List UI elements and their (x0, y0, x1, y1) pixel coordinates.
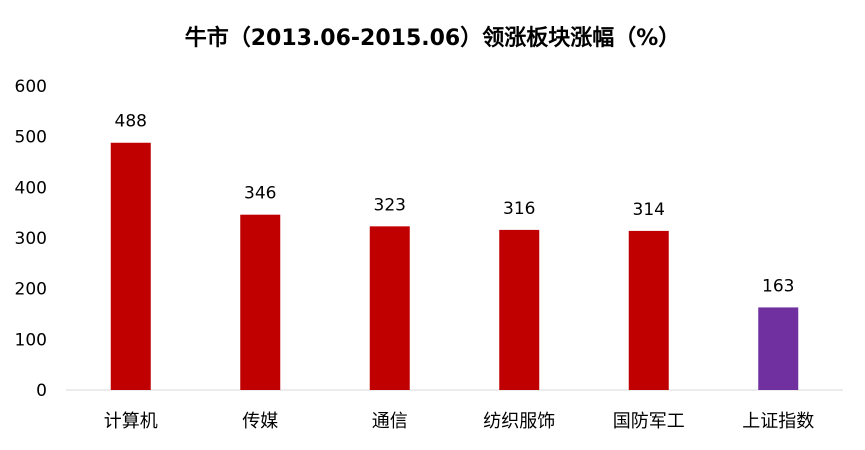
bar-4 (499, 229, 540, 390)
x-tick-label: 国防军工 (613, 411, 685, 432)
data-label: 346 (244, 184, 276, 204)
y-tick-label: 400 (15, 178, 47, 198)
y-tick-label: 600 (15, 77, 47, 97)
y-tick-label: 200 (15, 280, 47, 300)
bar-3 (369, 226, 410, 390)
bar-2 (240, 214, 281, 390)
x-tick-label: 纺织服饰 (483, 411, 555, 432)
data-label: 488 (115, 112, 147, 132)
x-tick-label: 传媒 (242, 411, 278, 432)
x-tick-label: 计算机 (104, 411, 158, 432)
data-label: 316 (503, 199, 535, 219)
data-label: 163 (762, 276, 794, 296)
bar-6 (758, 307, 799, 390)
data-label: 314 (633, 200, 665, 220)
x-tick-label: 通信 (372, 411, 408, 432)
y-tick-label: 0 (36, 381, 47, 401)
data-label: 323 (374, 195, 406, 215)
y-tick-label: 100 (15, 330, 47, 350)
chart-title: 牛市（2013.06-2015.06）领涨板块涨幅（%） (184, 26, 681, 51)
bar-1 (110, 142, 151, 390)
y-tick-label: 300 (15, 229, 47, 249)
bar-5 (628, 230, 669, 390)
x-tick-label: 上证指数 (742, 411, 814, 432)
y-tick-label: 500 (15, 128, 47, 148)
